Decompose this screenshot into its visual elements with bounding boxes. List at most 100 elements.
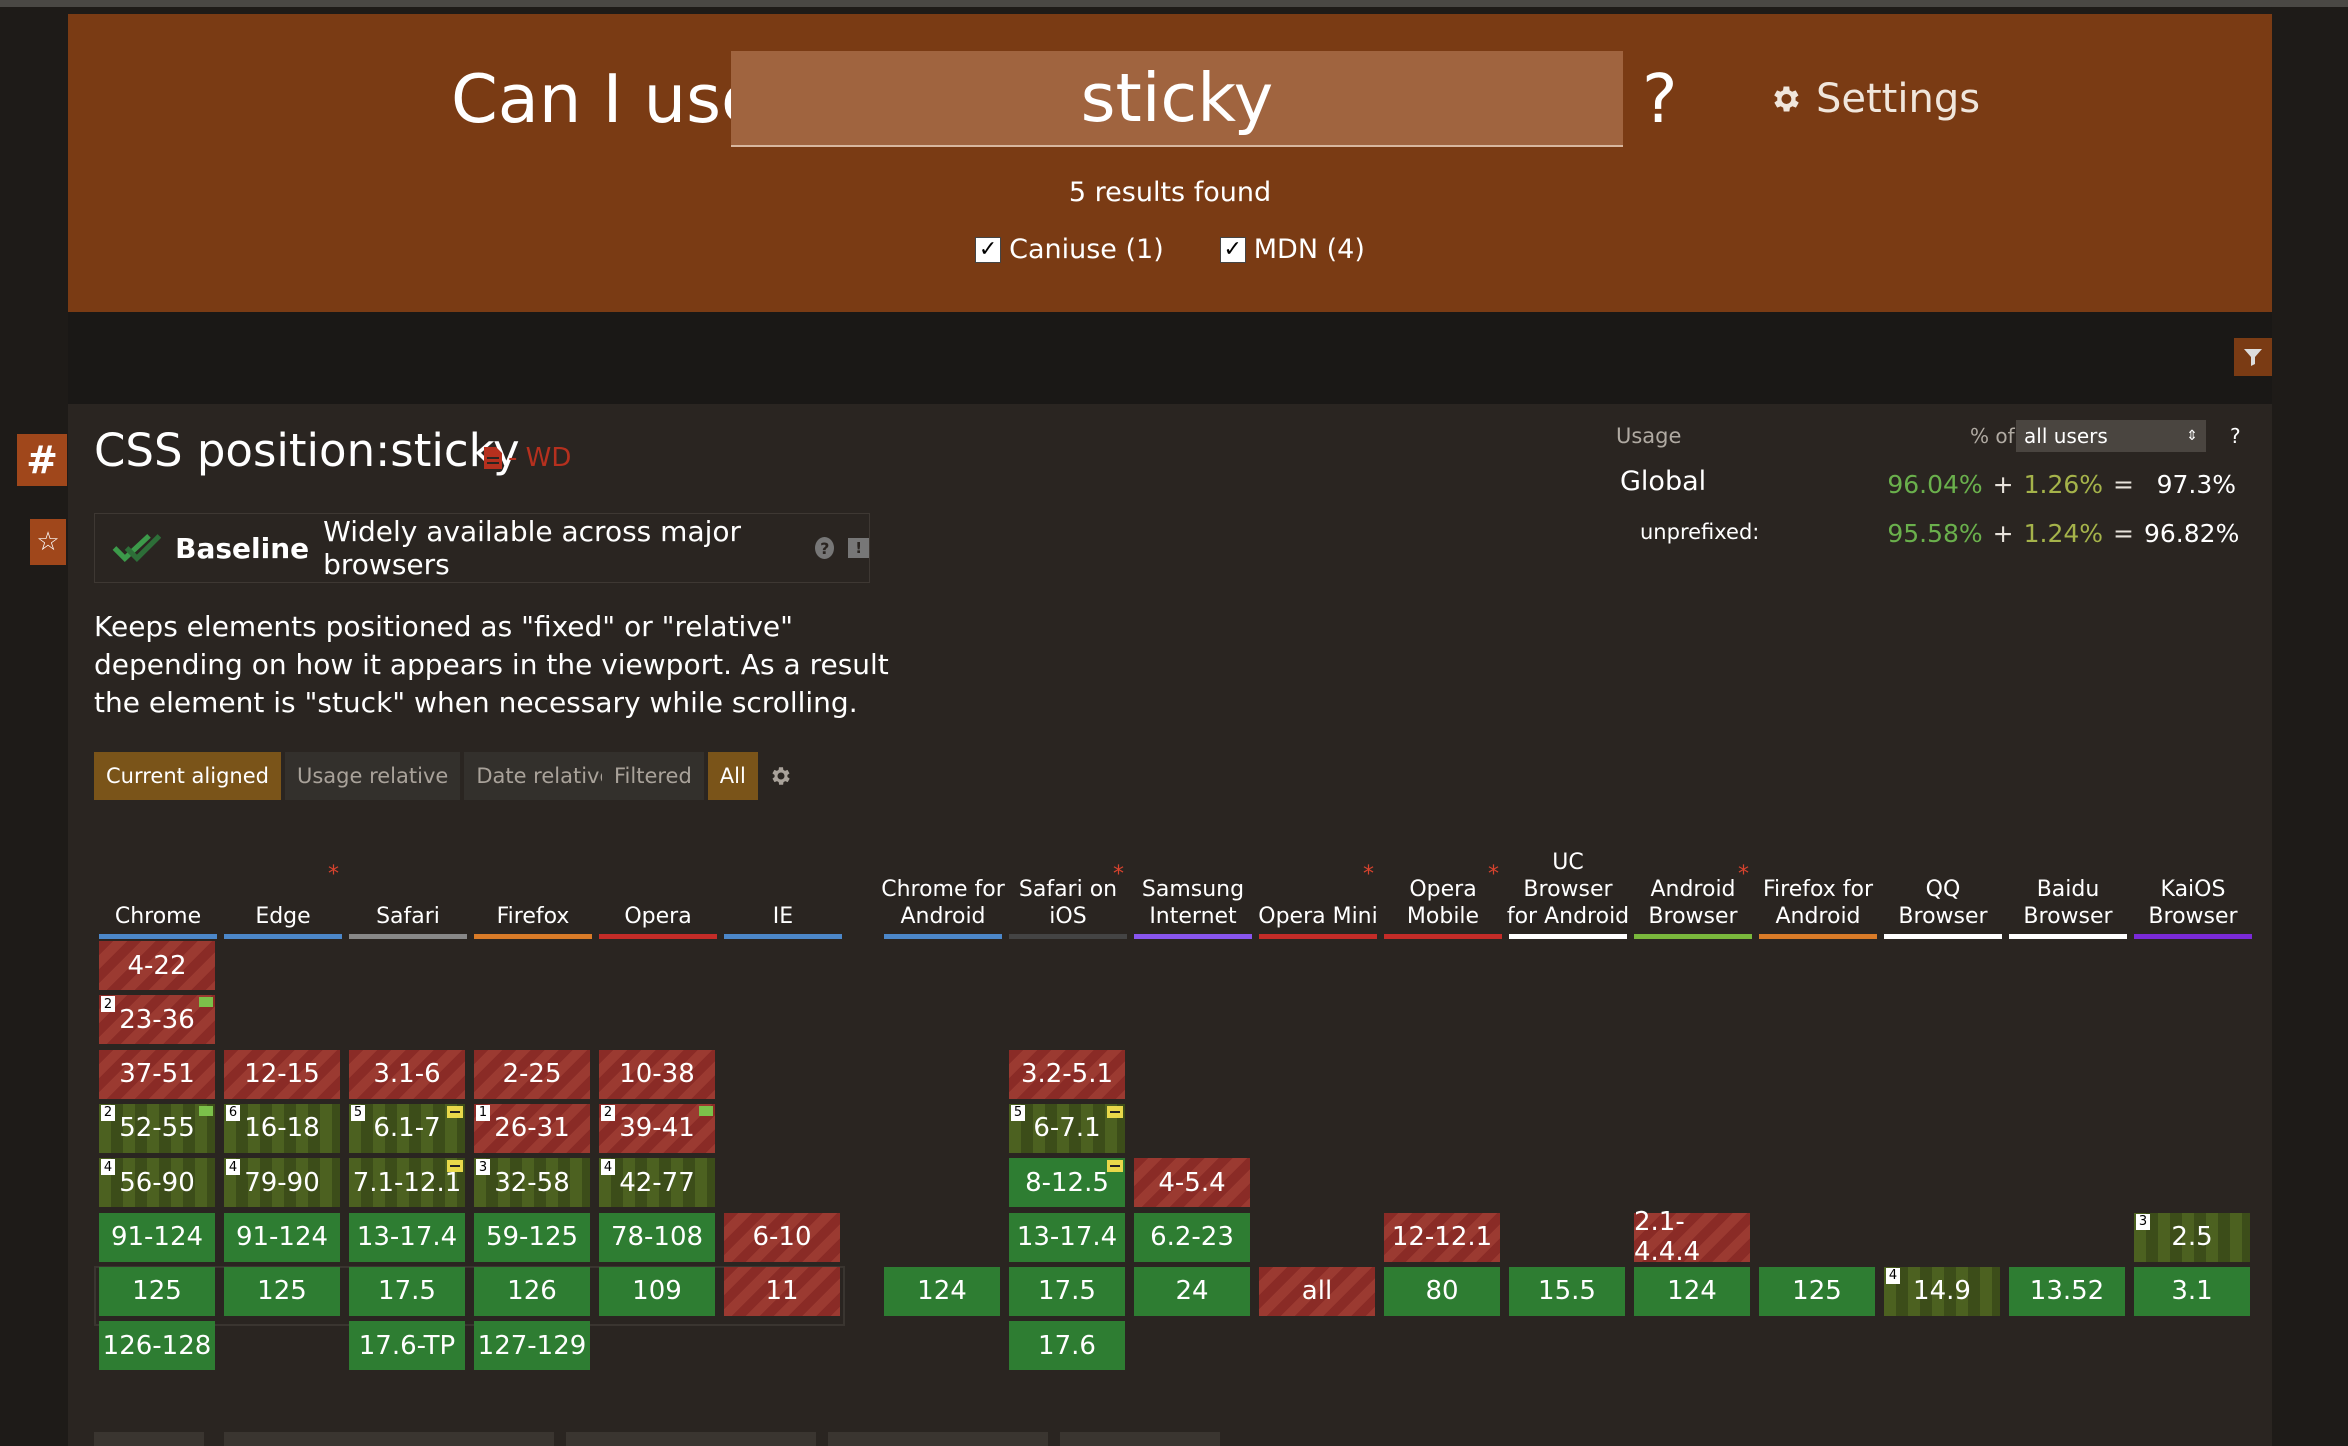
support-cell[interactable]: 125 <box>1759 1266 1875 1316</box>
tab-usage-relative[interactable]: Usage relative <box>284 752 461 800</box>
browser-header[interactable]: Opera <box>595 800 721 930</box>
browser-header[interactable]: Edge <box>220 800 346 930</box>
support-cell[interactable]: 6-10 <box>724 1212 840 1262</box>
support-cell[interactable]: 2-25 <box>474 1049 590 1099</box>
version-range: 125 <box>257 1276 307 1307</box>
support-cell[interactable]: 10-38 <box>599 1049 715 1099</box>
support-cell[interactable]: 52-55 2 <box>99 1103 215 1153</box>
support-cell[interactable]: 12-15 <box>224 1049 340 1099</box>
tab-current-aligned[interactable]: Current aligned <box>94 752 281 800</box>
browser-header[interactable]: Firefox for Android <box>1755 800 1881 930</box>
support-cell[interactable]: all <box>1259 1266 1375 1316</box>
support-cell[interactable]: 124 <box>1634 1266 1750 1316</box>
support-cell[interactable]: 26-31 1 <box>474 1103 590 1153</box>
tab-date-relative[interactable]: Date relative <box>464 752 625 800</box>
support-cell[interactable]: 80 <box>1384 1266 1500 1316</box>
browser-header[interactable]: Opera Mobile <box>1380 800 1506 930</box>
star-button[interactable]: ☆ <box>30 519 66 565</box>
support-cell[interactable]: 3.2-5.1 <box>1009 1049 1125 1099</box>
help-icon[interactable]: ? <box>815 537 835 559</box>
support-cell[interactable]: 126 <box>474 1266 590 1316</box>
bottom-tab[interactable] <box>828 1432 1048 1446</box>
settings-button[interactable]: Settings <box>1768 76 1980 122</box>
support-cell[interactable]: 6-7.1 5 <box>1009 1103 1125 1153</box>
support-cell[interactable]: 17.6 <box>1009 1321 1125 1371</box>
support-cell[interactable]: 78-108 <box>599 1212 715 1262</box>
support-cell[interactable]: 124 <box>884 1266 1000 1316</box>
support-cell[interactable]: 11 <box>724 1266 840 1316</box>
support-cell[interactable]: 56-90 4 <box>99 1158 215 1208</box>
support-cell[interactable]: 59-125 <box>474 1212 590 1262</box>
support-cell[interactable]: 17.6-TP <box>349 1321 465 1371</box>
browser-header[interactable]: Safari on iOS <box>1005 800 1131 930</box>
support-cell[interactable]: 8-12.5 <box>1009 1158 1125 1208</box>
support-cell[interactable]: 13.52 <box>2009 1266 2125 1316</box>
bottom-tab[interactable] <box>1060 1432 1220 1446</box>
bottom-tab[interactable] <box>566 1432 816 1446</box>
browser-header[interactable]: Opera Mini <box>1255 800 1381 930</box>
tab-all[interactable]: All <box>707 752 758 800</box>
anchor-link[interactable]: # <box>17 434 67 486</box>
support-cell[interactable]: 125 <box>99 1266 215 1316</box>
browser-header[interactable]: Baidu Browser <box>2005 800 2131 930</box>
browser-header[interactable]: IE <box>720 800 846 930</box>
browser-header[interactable]: UC Browser for Android <box>1505 800 1631 930</box>
support-cell[interactable]: 127-129 <box>474 1321 590 1371</box>
browser-header[interactable]: Samsung Internet <box>1130 800 1256 930</box>
source-filter[interactable]: ✓ MDN (4) <box>1219 234 1365 265</box>
source-filter[interactable]: ✓ Caniuse (1) <box>975 234 1164 265</box>
feedback-icon[interactable]: ! <box>848 538 869 558</box>
browser-header[interactable]: Chrome <box>95 800 221 930</box>
version-range: 56-90 <box>119 1167 195 1198</box>
usage-help[interactable]: ? <box>2230 424 2241 448</box>
support-cell[interactable]: 14.9 4 <box>1884 1266 2000 1316</box>
support-cell[interactable]: 6.1-7 5 <box>349 1103 465 1153</box>
support-cell[interactable]: 79-90 4 <box>224 1158 340 1208</box>
browser-underline <box>99 934 217 939</box>
browser-header[interactable]: Safari <box>345 800 471 930</box>
support-cell[interactable]: 39-41 2 <box>599 1103 715 1153</box>
support-cell[interactable]: 125 <box>224 1266 340 1316</box>
bottom-tab[interactable] <box>224 1432 554 1446</box>
support-cell[interactable]: 7.1-12.1 <box>349 1158 465 1208</box>
filter-button[interactable] <box>2234 338 2272 376</box>
support-cell[interactable]: 17.5 <box>349 1266 465 1316</box>
support-cell[interactable]: 15.5 <box>1509 1266 1625 1316</box>
support-cell[interactable]: 16-18 6 <box>224 1103 340 1153</box>
tab-filtered[interactable]: Filtered <box>602 752 704 800</box>
browser-header[interactable]: Chrome for Android <box>880 800 1006 930</box>
support-cell[interactable]: 2.5 3 <box>2134 1212 2250 1262</box>
support-cell[interactable]: 126-128 <box>99 1321 215 1371</box>
support-cell[interactable]: 3.1-6 <box>349 1049 465 1099</box>
support-cell[interactable]: 32-58 3 <box>474 1158 590 1208</box>
support-cell[interactable]: 3.1 <box>2134 1266 2250 1316</box>
support-cell[interactable]: 109 <box>599 1266 715 1316</box>
table-settings-button[interactable] <box>768 764 792 792</box>
search-input[interactable] <box>731 51 1623 147</box>
browser-header[interactable]: Android Browser <box>1630 800 1756 930</box>
support-cell[interactable]: 17.5 <box>1009 1266 1125 1316</box>
support-cell[interactable]: 91-124 <box>224 1212 340 1262</box>
browser-underline <box>884 934 1002 939</box>
support-cell[interactable]: 23-36 2 <box>99 995 215 1045</box>
browser-header[interactable]: Firefox <box>470 800 596 930</box>
checkbox[interactable]: ✓ <box>975 236 1002 263</box>
browser-name: KaiOS Browser <box>2148 877 2238 929</box>
support-cell[interactable]: 6.2-23 <box>1134 1212 1250 1262</box>
support-cell[interactable]: 24 <box>1134 1266 1250 1316</box>
support-cell[interactable]: 2.1-4.4.4 <box>1634 1207 1750 1267</box>
spec-status[interactable]: - WD <box>484 443 571 473</box>
support-cell[interactable]: 37-51 <box>99 1049 215 1099</box>
browser-header[interactable]: KaiOS Browser <box>2130 800 2256 930</box>
support-cell[interactable]: 4-22 <box>99 941 215 990</box>
checkbox[interactable]: ✓ <box>1219 236 1246 263</box>
bottom-tab[interactable] <box>94 1432 204 1446</box>
support-cell[interactable]: 13-17.4 <box>1009 1212 1125 1262</box>
support-cell[interactable]: 4-5.4 <box>1134 1158 1250 1208</box>
support-cell[interactable]: 12-12.1 <box>1384 1212 1500 1262</box>
support-cell[interactable]: 91-124 <box>99 1212 215 1262</box>
users-select[interactable]: all users ⇕ <box>2016 420 2206 452</box>
support-cell[interactable]: 42-77 4 <box>599 1158 715 1208</box>
support-cell[interactable]: 13-17.4 <box>349 1212 465 1262</box>
browser-header[interactable]: QQ Browser <box>1880 800 2006 930</box>
